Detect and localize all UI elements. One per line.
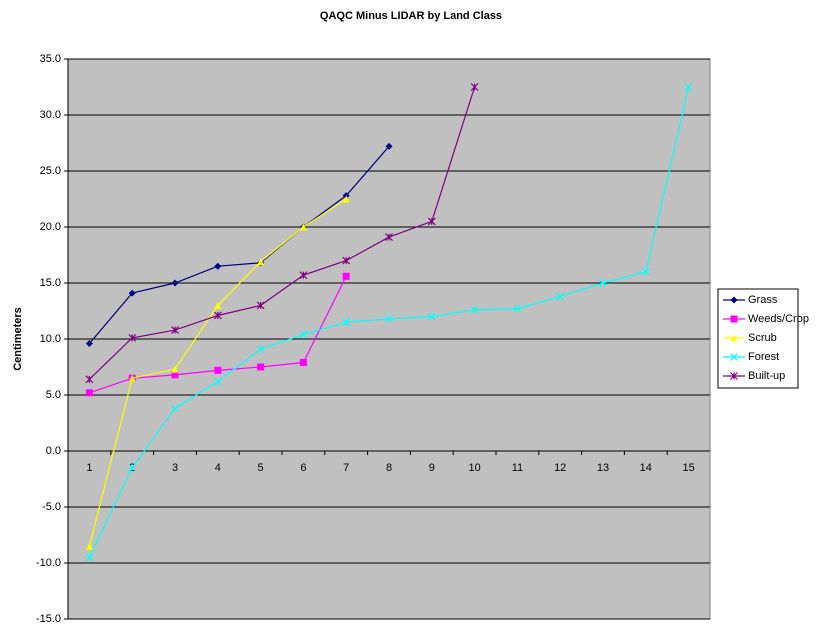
marker bbox=[556, 292, 565, 301]
marker bbox=[299, 223, 307, 231]
marker bbox=[128, 333, 137, 342]
marker bbox=[342, 256, 351, 265]
x-tick-label: 3 bbox=[172, 462, 178, 474]
marker bbox=[213, 377, 222, 386]
marker bbox=[214, 366, 222, 374]
y-tick-label: 35.0 bbox=[40, 53, 61, 65]
x-tick-label: 11 bbox=[512, 462, 523, 474]
x-tick-label: 6 bbox=[300, 462, 306, 474]
marker bbox=[214, 301, 222, 309]
x-tick-label: 14 bbox=[640, 462, 652, 474]
marker bbox=[85, 389, 93, 397]
x-tick-label: 1 bbox=[86, 462, 92, 474]
marker bbox=[171, 279, 179, 287]
chart-title: QAQC Minus LIDAR by Land Class bbox=[320, 10, 502, 22]
y-tick-label: 10.0 bbox=[40, 333, 61, 345]
legend-label: Grass bbox=[748, 294, 778, 306]
x-tick-label: 4 bbox=[215, 462, 221, 474]
marker bbox=[257, 258, 265, 266]
y-tick-label: 0.0 bbox=[46, 445, 61, 457]
marker bbox=[385, 233, 393, 242]
marker bbox=[385, 142, 393, 150]
x-tick-label: 7 bbox=[343, 462, 349, 474]
marker bbox=[213, 311, 222, 320]
marker bbox=[171, 371, 179, 379]
x-tick-label: 10 bbox=[468, 462, 480, 474]
marker bbox=[470, 305, 479, 314]
x-tick-label: 12 bbox=[554, 462, 566, 474]
marker bbox=[342, 318, 351, 327]
series-line bbox=[88, 86, 476, 380]
legend-label: Weeds/Crop bbox=[748, 313, 809, 325]
y-tick-label: -10.0 bbox=[36, 557, 61, 569]
marker bbox=[257, 363, 265, 371]
marker bbox=[684, 83, 693, 91]
marker bbox=[730, 296, 738, 304]
y-tick-label: 25.0 bbox=[40, 165, 61, 177]
marker bbox=[171, 365, 179, 373]
x-tick-label: 15 bbox=[682, 462, 694, 474]
marker bbox=[256, 345, 265, 354]
marker bbox=[641, 267, 650, 276]
series-line bbox=[88, 145, 390, 344]
marker bbox=[427, 217, 436, 226]
marker bbox=[385, 314, 393, 323]
marker bbox=[85, 542, 93, 550]
y-tick-label: 5.0 bbox=[46, 389, 61, 401]
marker bbox=[214, 262, 222, 270]
marker bbox=[171, 326, 179, 334]
marker bbox=[299, 359, 307, 367]
marker bbox=[256, 301, 265, 310]
marker bbox=[85, 553, 94, 562]
marker bbox=[470, 83, 479, 91]
y-tick-label: -15.0 bbox=[36, 613, 61, 625]
marker bbox=[128, 463, 137, 472]
marker bbox=[342, 195, 350, 203]
y-tick-label: -5.0 bbox=[42, 501, 61, 513]
x-tick-label: 8 bbox=[386, 462, 392, 474]
marker bbox=[85, 339, 93, 347]
y-tick-label: 15.0 bbox=[40, 277, 61, 289]
legend: Grass Weeds/Crop Scrub Forest Built-up bbox=[717, 288, 809, 389]
marker bbox=[299, 271, 308, 280]
y-axis-label: Centimeters bbox=[12, 307, 24, 371]
marker bbox=[85, 375, 94, 384]
marker bbox=[427, 312, 436, 321]
x-tick-label: 5 bbox=[258, 462, 264, 474]
x-tick-label: 9 bbox=[429, 462, 435, 474]
legend-label: Built-up bbox=[748, 370, 785, 382]
y-tick-label: 20.0 bbox=[40, 221, 61, 233]
marker bbox=[730, 334, 738, 342]
marker bbox=[513, 304, 522, 313]
marker bbox=[730, 372, 738, 380]
x-tick-label: 13 bbox=[597, 462, 609, 474]
marker bbox=[171, 404, 179, 413]
marker bbox=[599, 279, 607, 287]
y-tick-label: 30.0 bbox=[40, 109, 61, 121]
marker bbox=[342, 272, 350, 280]
marker bbox=[299, 330, 308, 339]
marker bbox=[730, 353, 738, 361]
marker bbox=[128, 374, 136, 382]
marker bbox=[128, 289, 136, 297]
legend-label: Scrub bbox=[748, 332, 777, 344]
legend-label: Forest bbox=[748, 351, 779, 363]
marker bbox=[730, 315, 738, 323]
